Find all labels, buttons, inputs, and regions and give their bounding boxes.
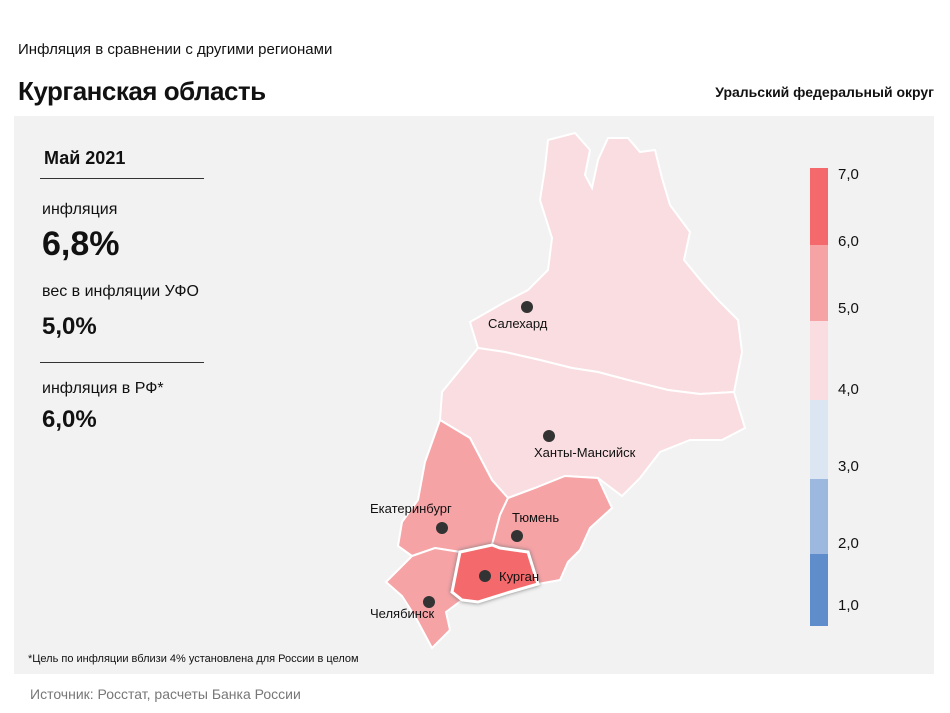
city-dot-chelyabinsk: [423, 596, 435, 608]
city-dot-kurgan: [479, 570, 491, 582]
weight-value: 5,0%: [42, 313, 97, 340]
city-label-salekhard: Салехард: [488, 316, 548, 331]
city-markers: Салехард Ханты-Мансийск Екатеринбург Тюм…: [370, 301, 636, 621]
city-dot-khanty: [543, 430, 555, 442]
divider: [40, 362, 204, 363]
subtitle: Инфляция в сравнении с другими регионами: [18, 41, 333, 58]
city-label-chelyabinsk: Челябинск: [370, 606, 434, 621]
city-dot-ekaterinburg: [436, 522, 448, 534]
city-label-tyumen: Тюмень: [512, 510, 559, 525]
legend-tick: 4,0: [838, 381, 859, 398]
inflation-value: 6,8%: [42, 225, 120, 263]
legend-segment: [810, 554, 828, 626]
city-dot-salekhard: [521, 301, 533, 313]
legend-tick: 6,0: [838, 233, 859, 250]
rf-inflation-value: 6,0%: [42, 406, 97, 433]
region-chelyabinsk[interactable]: [384, 546, 464, 650]
city-label-kurgan: Курган: [499, 569, 539, 584]
period-label: Май 2021: [44, 148, 126, 168]
city-label-ekaterinburg: Екатеринбург: [370, 501, 452, 516]
legend-tick: 1,0: [838, 597, 859, 614]
divider: [40, 178, 204, 179]
inflation-label: инфляция: [42, 201, 118, 218]
region-kurgan[interactable]: [450, 543, 540, 604]
legend-segment: [810, 479, 828, 554]
legend-segment: [810, 400, 828, 479]
legend-tick: 3,0: [838, 458, 859, 475]
region-yamal[interactable]: [468, 131, 744, 396]
legend-segment: [810, 321, 828, 400]
footnote: *Цель по инфляции вблизи 4% установлена …: [28, 653, 359, 665]
district-label: Уральский федеральный округ: [715, 84, 934, 100]
city-label-khanty: Ханты-Мансийск: [534, 445, 636, 460]
source-note: Источник: Росстат, расчеты Банка России: [30, 686, 301, 702]
legend-tick: 5,0: [838, 300, 859, 317]
weight-label: вес в инфляции УФО: [42, 283, 199, 300]
legend-segment: [810, 245, 828, 321]
rf-inflation-label: инфляция в РФ*: [42, 380, 164, 397]
legend-tick: 2,0: [838, 535, 859, 552]
city-dot-tyumen: [511, 530, 523, 542]
legend-segment: [810, 168, 828, 245]
page-title: Курганская область: [18, 76, 266, 106]
legend-tick: 7,0: [838, 166, 859, 183]
